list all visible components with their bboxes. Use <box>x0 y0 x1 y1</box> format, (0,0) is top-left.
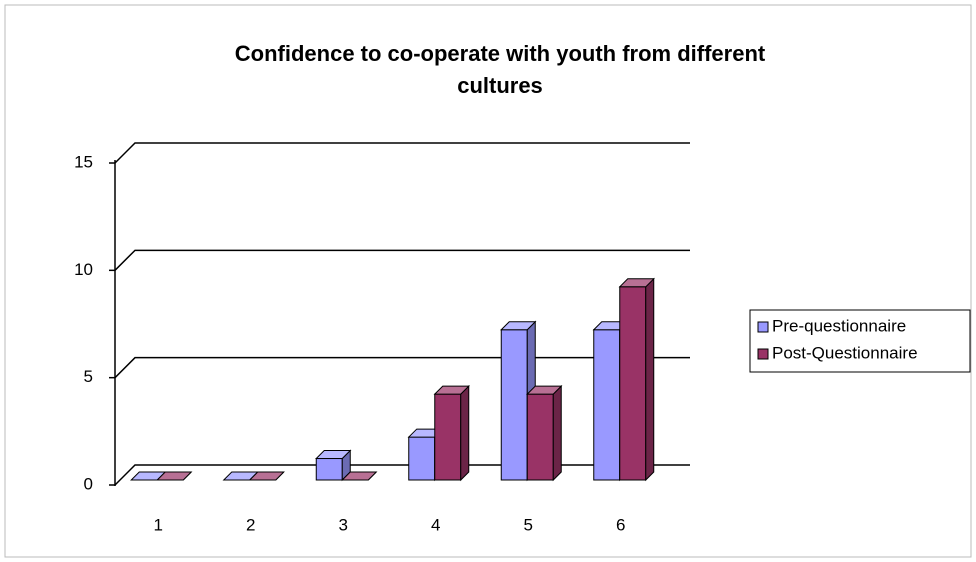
y-tick-label: 5 <box>84 367 93 386</box>
chart-title: Confidence to co-operate with youth from… <box>234 41 766 98</box>
bar <box>433 384 470 482</box>
legend-label: Post-Questionnaire <box>772 343 918 362</box>
x-tick-label: 5 <box>524 515 533 534</box>
bar-side <box>552 384 562 482</box>
bar-front <box>408 436 436 481</box>
bar <box>248 471 285 481</box>
bar-front <box>315 458 343 481</box>
bar-top <box>156 471 193 481</box>
bar-top <box>248 471 285 481</box>
bar-top <box>526 385 563 395</box>
bar-top <box>341 471 378 481</box>
x-tick-label: 4 <box>431 515 440 534</box>
bar-top <box>500 321 537 331</box>
chart-border <box>4 4 972 558</box>
bar-front <box>500 329 528 481</box>
bar-front <box>526 393 554 481</box>
bar-top <box>618 278 655 288</box>
bar-front <box>434 393 462 481</box>
bar-front <box>593 329 621 481</box>
bar-top <box>315 450 352 460</box>
grid-line <box>114 249 690 271</box>
bar-side <box>645 277 655 482</box>
bar <box>500 320 537 482</box>
x-tick-label: 6 <box>616 515 625 534</box>
y-tick-label: 10 <box>74 260 93 279</box>
bar-top <box>433 385 470 395</box>
bar-side <box>460 384 470 482</box>
bar <box>341 471 378 481</box>
legend-swatch <box>757 348 769 360</box>
y-tick-label: 15 <box>74 152 93 171</box>
x-tick-label: 3 <box>339 515 348 534</box>
x-tick-label: 1 <box>154 515 163 534</box>
bar <box>526 384 563 482</box>
grid-line <box>114 142 690 164</box>
legend-box <box>749 309 971 373</box>
x-tick-label: 2 <box>246 515 255 534</box>
bar <box>156 471 193 481</box>
bar-front <box>619 286 647 481</box>
legend-label: Pre-questionnaire <box>772 316 906 335</box>
legend-swatch <box>757 321 769 333</box>
y-tick-label: 0 <box>84 474 93 493</box>
bar <box>315 449 352 482</box>
bar <box>618 277 655 482</box>
